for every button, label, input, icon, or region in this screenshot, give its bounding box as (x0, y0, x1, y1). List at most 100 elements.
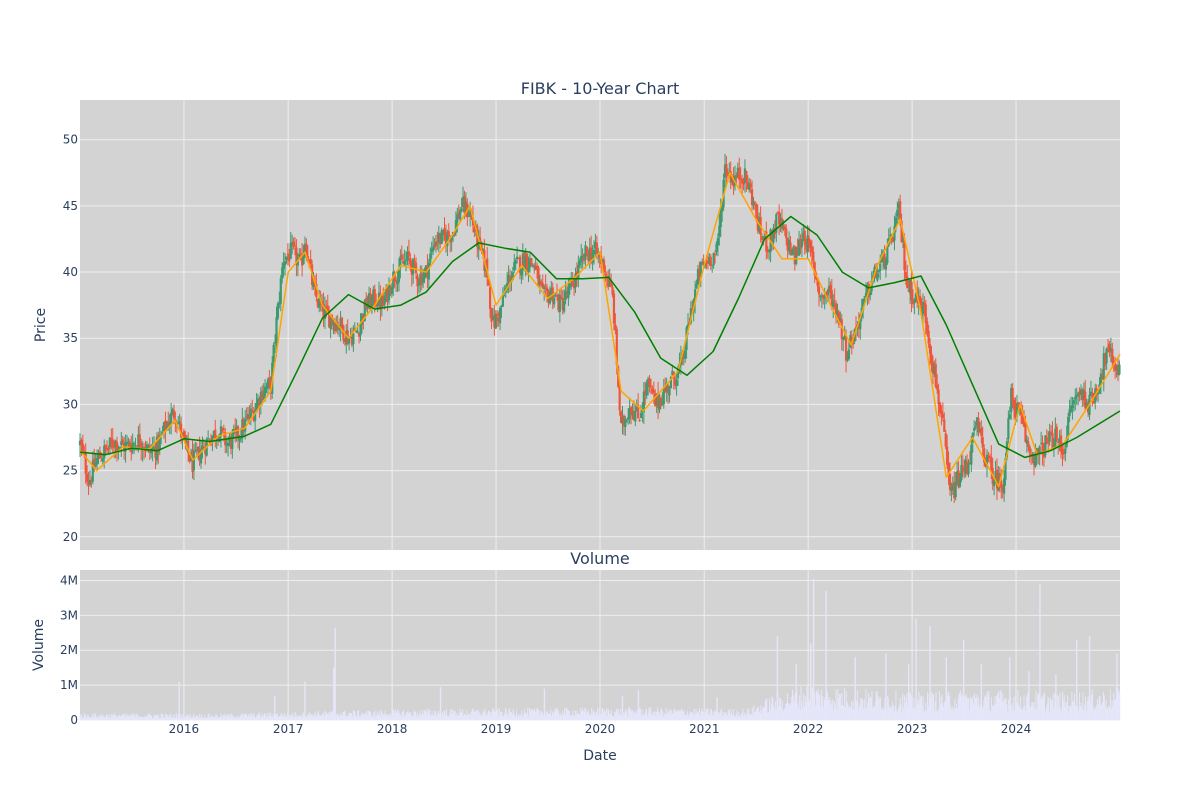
volume-bar (868, 693, 870, 720)
volume-bar (240, 714, 242, 720)
candle-down (1101, 373, 1104, 379)
candle-down (1041, 442, 1044, 455)
volume-bar (604, 712, 606, 720)
volume-bar (436, 712, 438, 720)
volume-bar (520, 714, 522, 720)
volume-spike-bar (334, 627, 336, 720)
volume-bar (621, 715, 623, 720)
volume-bar (127, 714, 129, 720)
volume-bar (1024, 705, 1026, 720)
volume-bar (358, 709, 360, 720)
volume-bar (642, 714, 644, 720)
price-y-tick-label: 40 (63, 265, 78, 279)
candle-down (83, 452, 86, 456)
volume-bar (1001, 700, 1003, 720)
volume-bar (146, 716, 148, 720)
volume-bar (934, 701, 936, 720)
candle-down (333, 323, 336, 332)
candle-down (1081, 389, 1084, 401)
volume-bar (750, 714, 752, 720)
candle-up (662, 389, 665, 405)
volume-bar (779, 698, 781, 720)
candle-down (783, 226, 786, 230)
candle-up (429, 253, 432, 263)
candle-up (524, 255, 527, 273)
volume-bar (222, 717, 224, 720)
candle-up (1064, 448, 1067, 454)
candle-up (103, 445, 106, 459)
volume-bar (632, 710, 634, 720)
volume-bar (197, 717, 199, 720)
candle-up (921, 301, 925, 314)
volume-bar (366, 715, 368, 720)
volume-bar (937, 711, 939, 720)
candle-up (588, 247, 591, 260)
candle-up (884, 260, 888, 270)
volume-spike-bar (543, 688, 546, 720)
volume-bar (518, 715, 520, 720)
volume-bar (286, 716, 288, 720)
candle-up (889, 234, 892, 236)
price-chart-title: FIBK - 10-Year Chart (521, 79, 680, 98)
volume-bar (435, 716, 437, 720)
volume-bar (1102, 691, 1104, 720)
candle-down (292, 241, 295, 247)
volume-bar (391, 712, 393, 720)
volume-bar (157, 714, 159, 720)
candle-down (817, 286, 821, 295)
volume-bar (718, 712, 720, 720)
candle-down (652, 390, 655, 393)
candle-up (1109, 348, 1112, 352)
volume-bar (639, 707, 641, 720)
candle-down (1116, 364, 1120, 376)
volume-bar (609, 713, 611, 720)
candle-down (906, 276, 909, 289)
volume-bar (1094, 709, 1096, 720)
volume-bar (989, 710, 991, 720)
volume-bar (168, 716, 170, 720)
volume-bar (975, 697, 977, 720)
volume-bar (342, 712, 344, 720)
volume-bar (322, 713, 324, 720)
candle-up (91, 460, 94, 482)
candle-up (366, 305, 369, 309)
volume-bar (994, 696, 996, 720)
candle-down (382, 295, 385, 307)
volume-bar (125, 713, 127, 720)
volume-bar (374, 710, 376, 720)
volume-bar (939, 705, 941, 720)
volume-bar (821, 689, 823, 720)
candle-down (115, 442, 119, 452)
candle-up (574, 273, 577, 288)
volume-bar (221, 715, 223, 720)
volume-bar (917, 704, 919, 720)
volume-bar (697, 711, 699, 720)
volume-bar (132, 713, 134, 720)
candle-down (493, 316, 496, 328)
volume-bar (1057, 695, 1059, 720)
candle-up (627, 417, 630, 420)
volume-bar (721, 716, 723, 720)
volume-bar (147, 713, 149, 720)
candle-down (830, 290, 833, 308)
volume-bar (1032, 701, 1034, 720)
candle-down (182, 431, 186, 438)
volume-bar (375, 715, 377, 720)
volume-bar (1073, 693, 1075, 720)
volume-bar (724, 711, 726, 720)
candle-down (735, 175, 738, 179)
candle-down (778, 211, 781, 225)
candle-up (880, 258, 883, 263)
volume-bar (784, 708, 786, 720)
volume-bar (218, 717, 220, 720)
volume-bar (275, 714, 277, 720)
candle-up (843, 335, 846, 339)
volume-bar (956, 708, 958, 720)
candle-down (911, 299, 915, 305)
volume-bar (262, 716, 264, 720)
volume-bar (246, 714, 248, 720)
candle-down (637, 404, 640, 419)
candle-down (928, 344, 932, 354)
candle-down (1091, 393, 1094, 400)
candle-up (1054, 428, 1057, 448)
